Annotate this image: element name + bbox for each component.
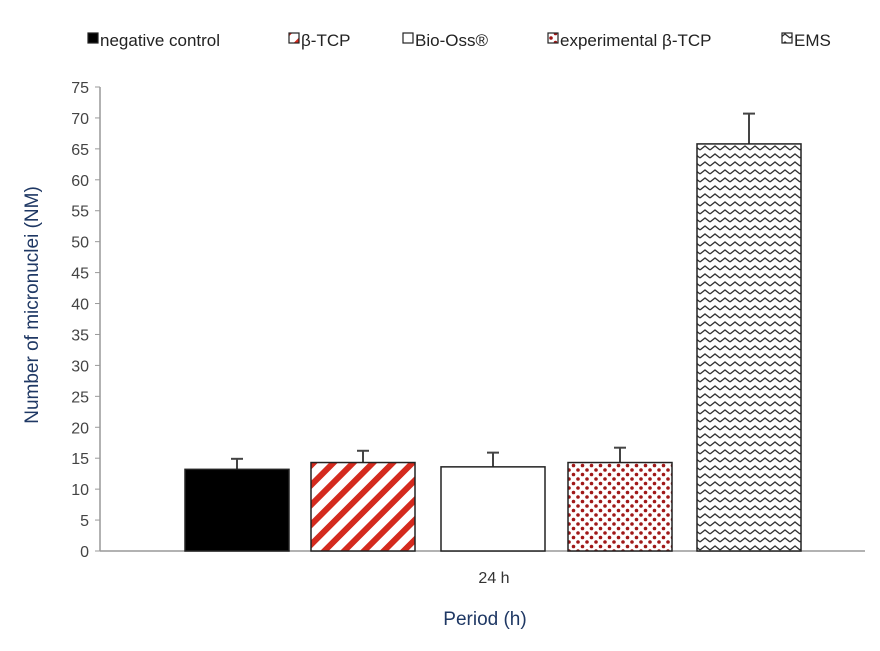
legend-swatch bbox=[547, 32, 559, 44]
y-tick-label: 10 bbox=[71, 482, 89, 499]
y-tick-label: 70 bbox=[71, 111, 89, 128]
bar-bio-oss- bbox=[440, 466, 546, 552]
bars bbox=[184, 112, 802, 552]
y-tick-label: 60 bbox=[71, 173, 89, 190]
y-tick-label: 25 bbox=[71, 389, 89, 406]
y-axis-label: Number of micronuclei (NM) bbox=[22, 186, 43, 424]
legend-item: experimental β-TCP bbox=[547, 31, 712, 50]
x-axis-label: Period (h) bbox=[443, 609, 526, 630]
y-tick-label: 5 bbox=[80, 513, 89, 530]
legend-item: β-TCP bbox=[288, 31, 350, 50]
y-tick-label: 75 bbox=[71, 80, 89, 97]
legend-swatch bbox=[781, 32, 793, 44]
bar-experimental-tcp bbox=[567, 461, 673, 552]
bar-ems bbox=[696, 143, 802, 552]
bar-negative-control bbox=[184, 468, 290, 552]
legend-label: EMS bbox=[794, 31, 831, 50]
y-tick-label: 30 bbox=[71, 358, 89, 375]
y-tick-label: 40 bbox=[71, 297, 89, 314]
legend-label: negative control bbox=[100, 31, 220, 50]
legend-item: EMS bbox=[781, 31, 831, 50]
legend-label: β-TCP bbox=[301, 31, 350, 50]
x-tick-label: 24 h bbox=[478, 570, 509, 587]
legend-swatch bbox=[288, 32, 300, 44]
y-tick-label: 0 bbox=[80, 544, 89, 561]
legend: negative control β-TCP Bio-Oss® experimenta… bbox=[87, 31, 831, 50]
y-tick-label: 15 bbox=[71, 451, 89, 468]
bar--tcp bbox=[310, 461, 416, 552]
legend-label: experimental β-TCP bbox=[560, 31, 712, 50]
y-tick-label: 35 bbox=[71, 327, 89, 344]
y-tick-label: 65 bbox=[71, 142, 89, 159]
legend-item: negative control bbox=[87, 31, 220, 50]
y-tick-label: 50 bbox=[71, 235, 89, 252]
y-tick-label: 55 bbox=[71, 204, 89, 221]
y-tick-label: 45 bbox=[71, 266, 89, 283]
legend-item: Bio-Oss® bbox=[402, 31, 488, 50]
y-tick-label: 20 bbox=[71, 420, 89, 437]
legend-swatch bbox=[402, 32, 414, 44]
legend-swatch bbox=[87, 32, 99, 44]
legend-label: Bio-Oss® bbox=[415, 31, 488, 50]
